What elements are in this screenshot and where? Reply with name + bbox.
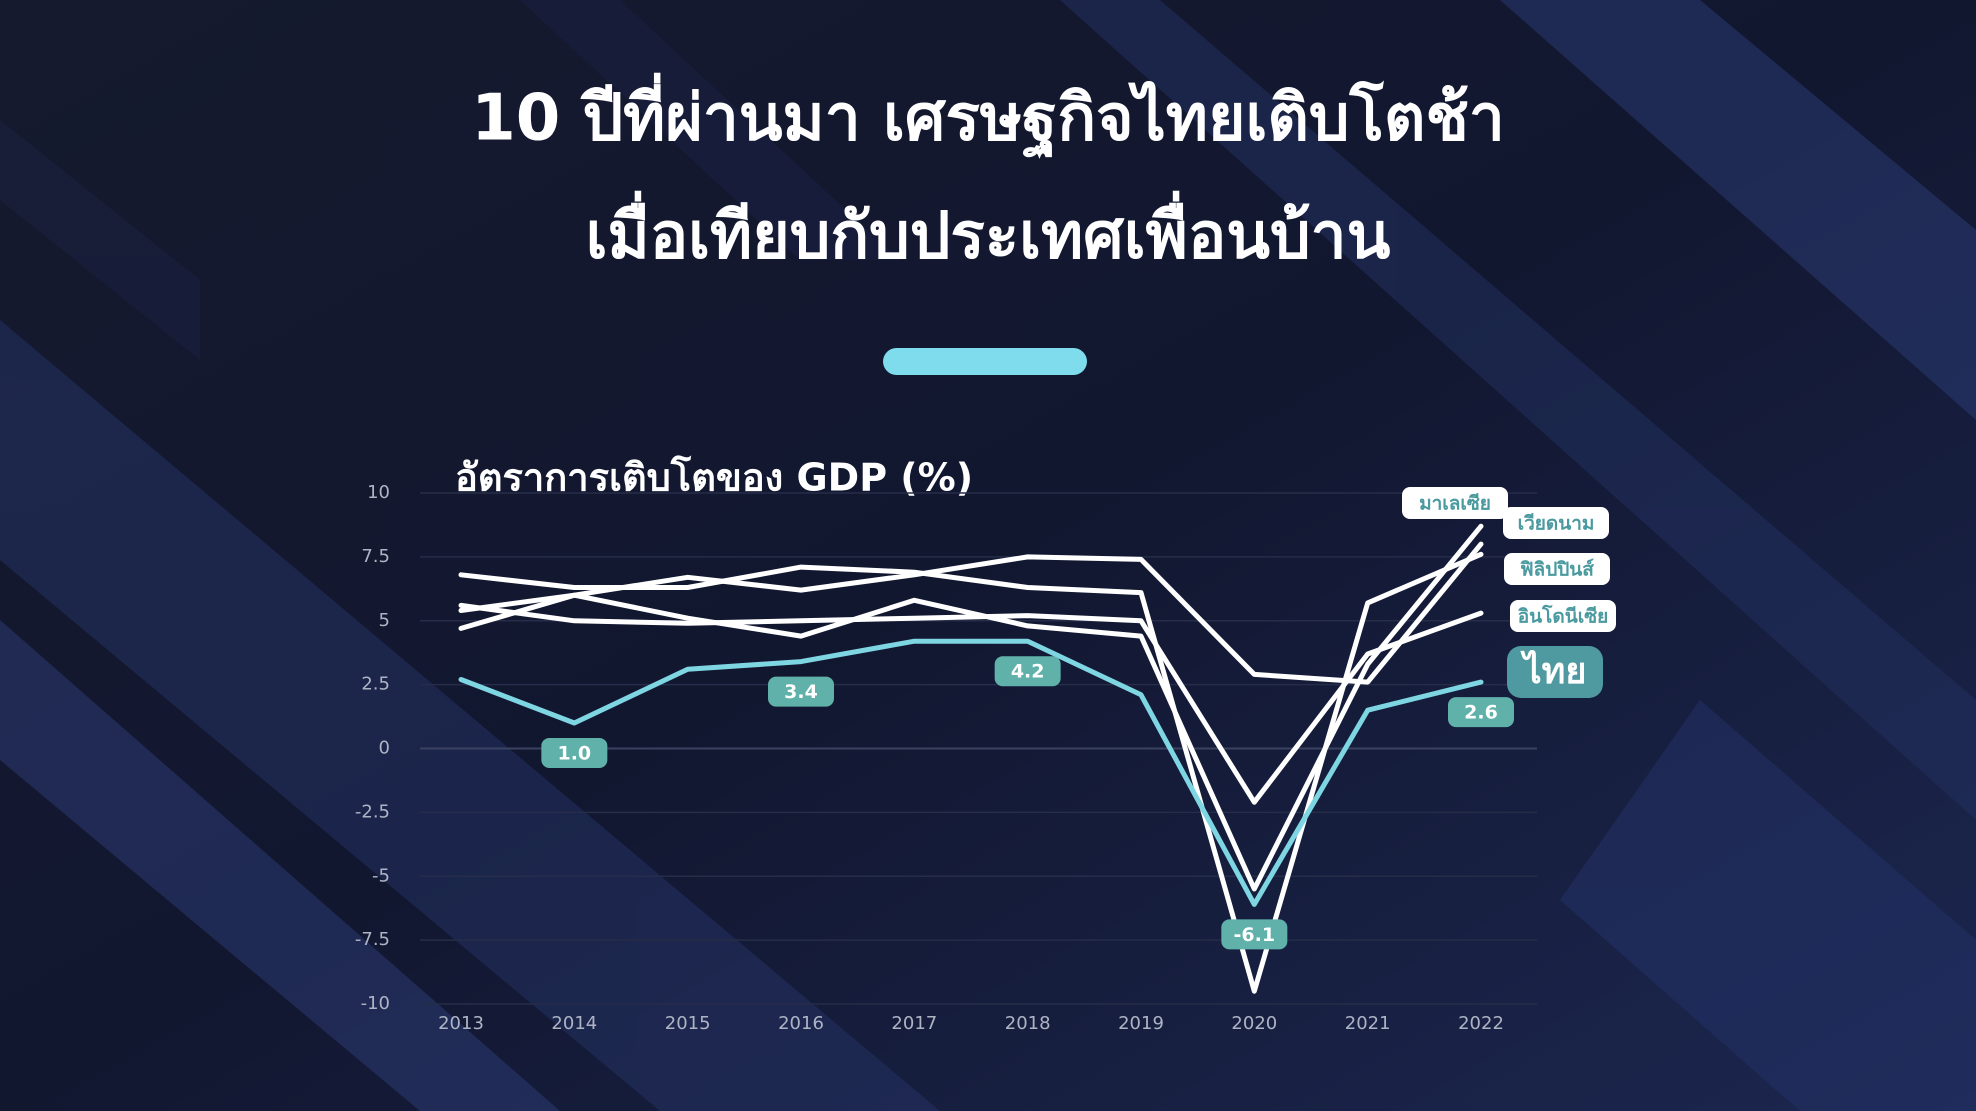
x-tick-label: 2013: [438, 1013, 484, 1034]
data-label-text: 2.6: [1464, 702, 1498, 724]
y-tick-label: -7.5: [355, 929, 390, 950]
series-line: [458, 523, 1484, 892]
legend-box: [1402, 487, 1508, 519]
legend-entry: ฟิลิปปินส์: [1504, 553, 1610, 585]
x-tick-label: 2014: [551, 1013, 597, 1034]
data-label: 4.2: [994, 656, 1061, 687]
legend-entry: อินโดนีเซีย: [1510, 600, 1616, 632]
y-tick-label: 2.5: [361, 674, 390, 695]
subtitle: เมื่อเทียบกับประเทศเพื่อนบ้าน: [586, 191, 1391, 274]
title: 10 ปีที่ผ่านมา เศรษฐกิจไทยเติบโตช้า: [471, 73, 1505, 159]
x-tick-label: 2017: [891, 1013, 937, 1034]
y-tick-label: 5: [379, 610, 390, 631]
y-axis-label: อัตราการเติบโตของ GDP (%): [455, 455, 973, 500]
series-line: [458, 638, 1484, 907]
legend-box: [1510, 600, 1616, 632]
legend-box: [1504, 553, 1610, 585]
accent-bar: [883, 348, 1087, 375]
legend-label: มาเลเซีย: [1419, 493, 1491, 515]
legend-label: เวียดนาม: [1518, 513, 1595, 535]
data-label-box: [994, 656, 1061, 687]
data-label-box: [541, 737, 608, 768]
x-tick-label: 2022: [1458, 1013, 1504, 1034]
data-label: -6.1: [1221, 919, 1288, 950]
data-label-text: 1.0: [557, 742, 591, 764]
y-tick-label: 10: [367, 482, 390, 503]
legend-entry: มาเลเซีย: [1402, 487, 1508, 519]
series-line: [458, 551, 1484, 994]
legend-entry: เวียดนาม: [1503, 507, 1609, 539]
y-tick-label: -10: [361, 993, 390, 1014]
data-label-text: -6.1: [1234, 924, 1276, 946]
data-label: 1.0: [541, 737, 608, 768]
x-tick-label: 2018: [1005, 1013, 1051, 1034]
legend-box: [1507, 646, 1603, 698]
x-tick-label: 2015: [665, 1013, 711, 1034]
legend-entry: ไทย: [1507, 646, 1603, 698]
y-tick-label: 0: [379, 738, 390, 759]
y-tick-label: -5: [372, 865, 390, 886]
legend-label: ฟิลิปปินส์: [1520, 559, 1594, 581]
data-label: 2.6: [1448, 697, 1514, 728]
data-label-box: [1448, 697, 1514, 728]
data-label-box: [1221, 919, 1288, 950]
data-label-box: [768, 676, 834, 707]
data-label-text: 4.2: [1011, 661, 1045, 683]
series-line: [458, 602, 1484, 805]
x-tick-label: 2021: [1345, 1013, 1391, 1034]
legend-box: [1503, 507, 1609, 539]
data-label: 3.4: [768, 676, 834, 707]
legend-label: อินโดนีเซีย: [1518, 605, 1608, 628]
y-tick-label: 7.5: [361, 546, 390, 567]
y-tick-label: -2.5: [355, 801, 390, 822]
x-tick-label: 2020: [1231, 1013, 1277, 1034]
x-tick-label: 2016: [778, 1013, 824, 1034]
legend-label: ไทย: [1520, 649, 1587, 692]
x-tick-label: 2019: [1118, 1013, 1164, 1034]
data-label-text: 3.4: [784, 681, 818, 703]
